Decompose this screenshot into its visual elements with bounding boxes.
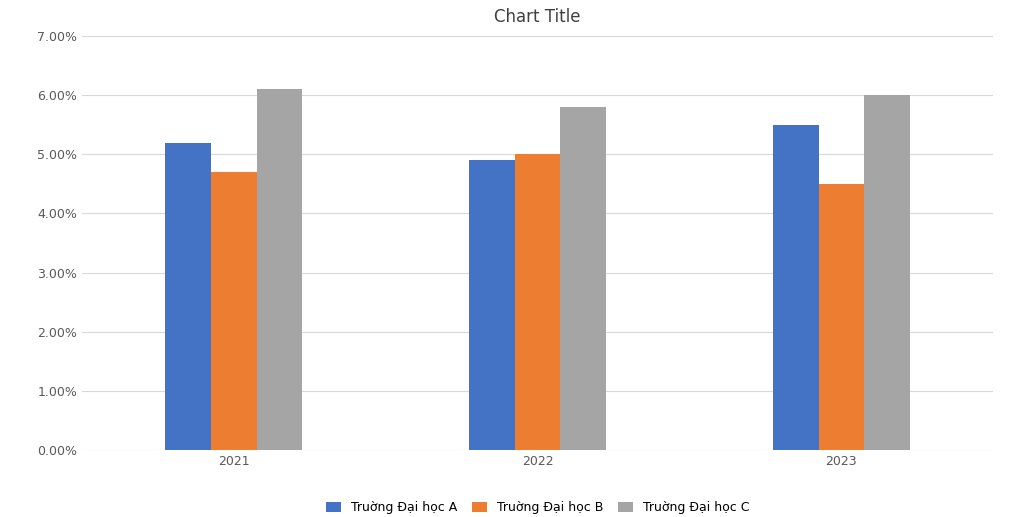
Bar xyxy=(257,89,302,450)
Legend: Truờng Đại học A, Truờng Đại học B, Truờng Đại học C: Truờng Đại học A, Truờng Đại học B, Truờ… xyxy=(322,497,754,517)
Bar xyxy=(211,172,257,450)
Bar xyxy=(818,184,864,450)
Bar xyxy=(469,160,515,450)
Bar xyxy=(560,107,606,450)
Bar xyxy=(166,143,211,450)
Title: Chart Title: Chart Title xyxy=(495,8,581,26)
Bar xyxy=(864,95,909,450)
Bar xyxy=(515,155,560,450)
Bar xyxy=(773,125,818,450)
